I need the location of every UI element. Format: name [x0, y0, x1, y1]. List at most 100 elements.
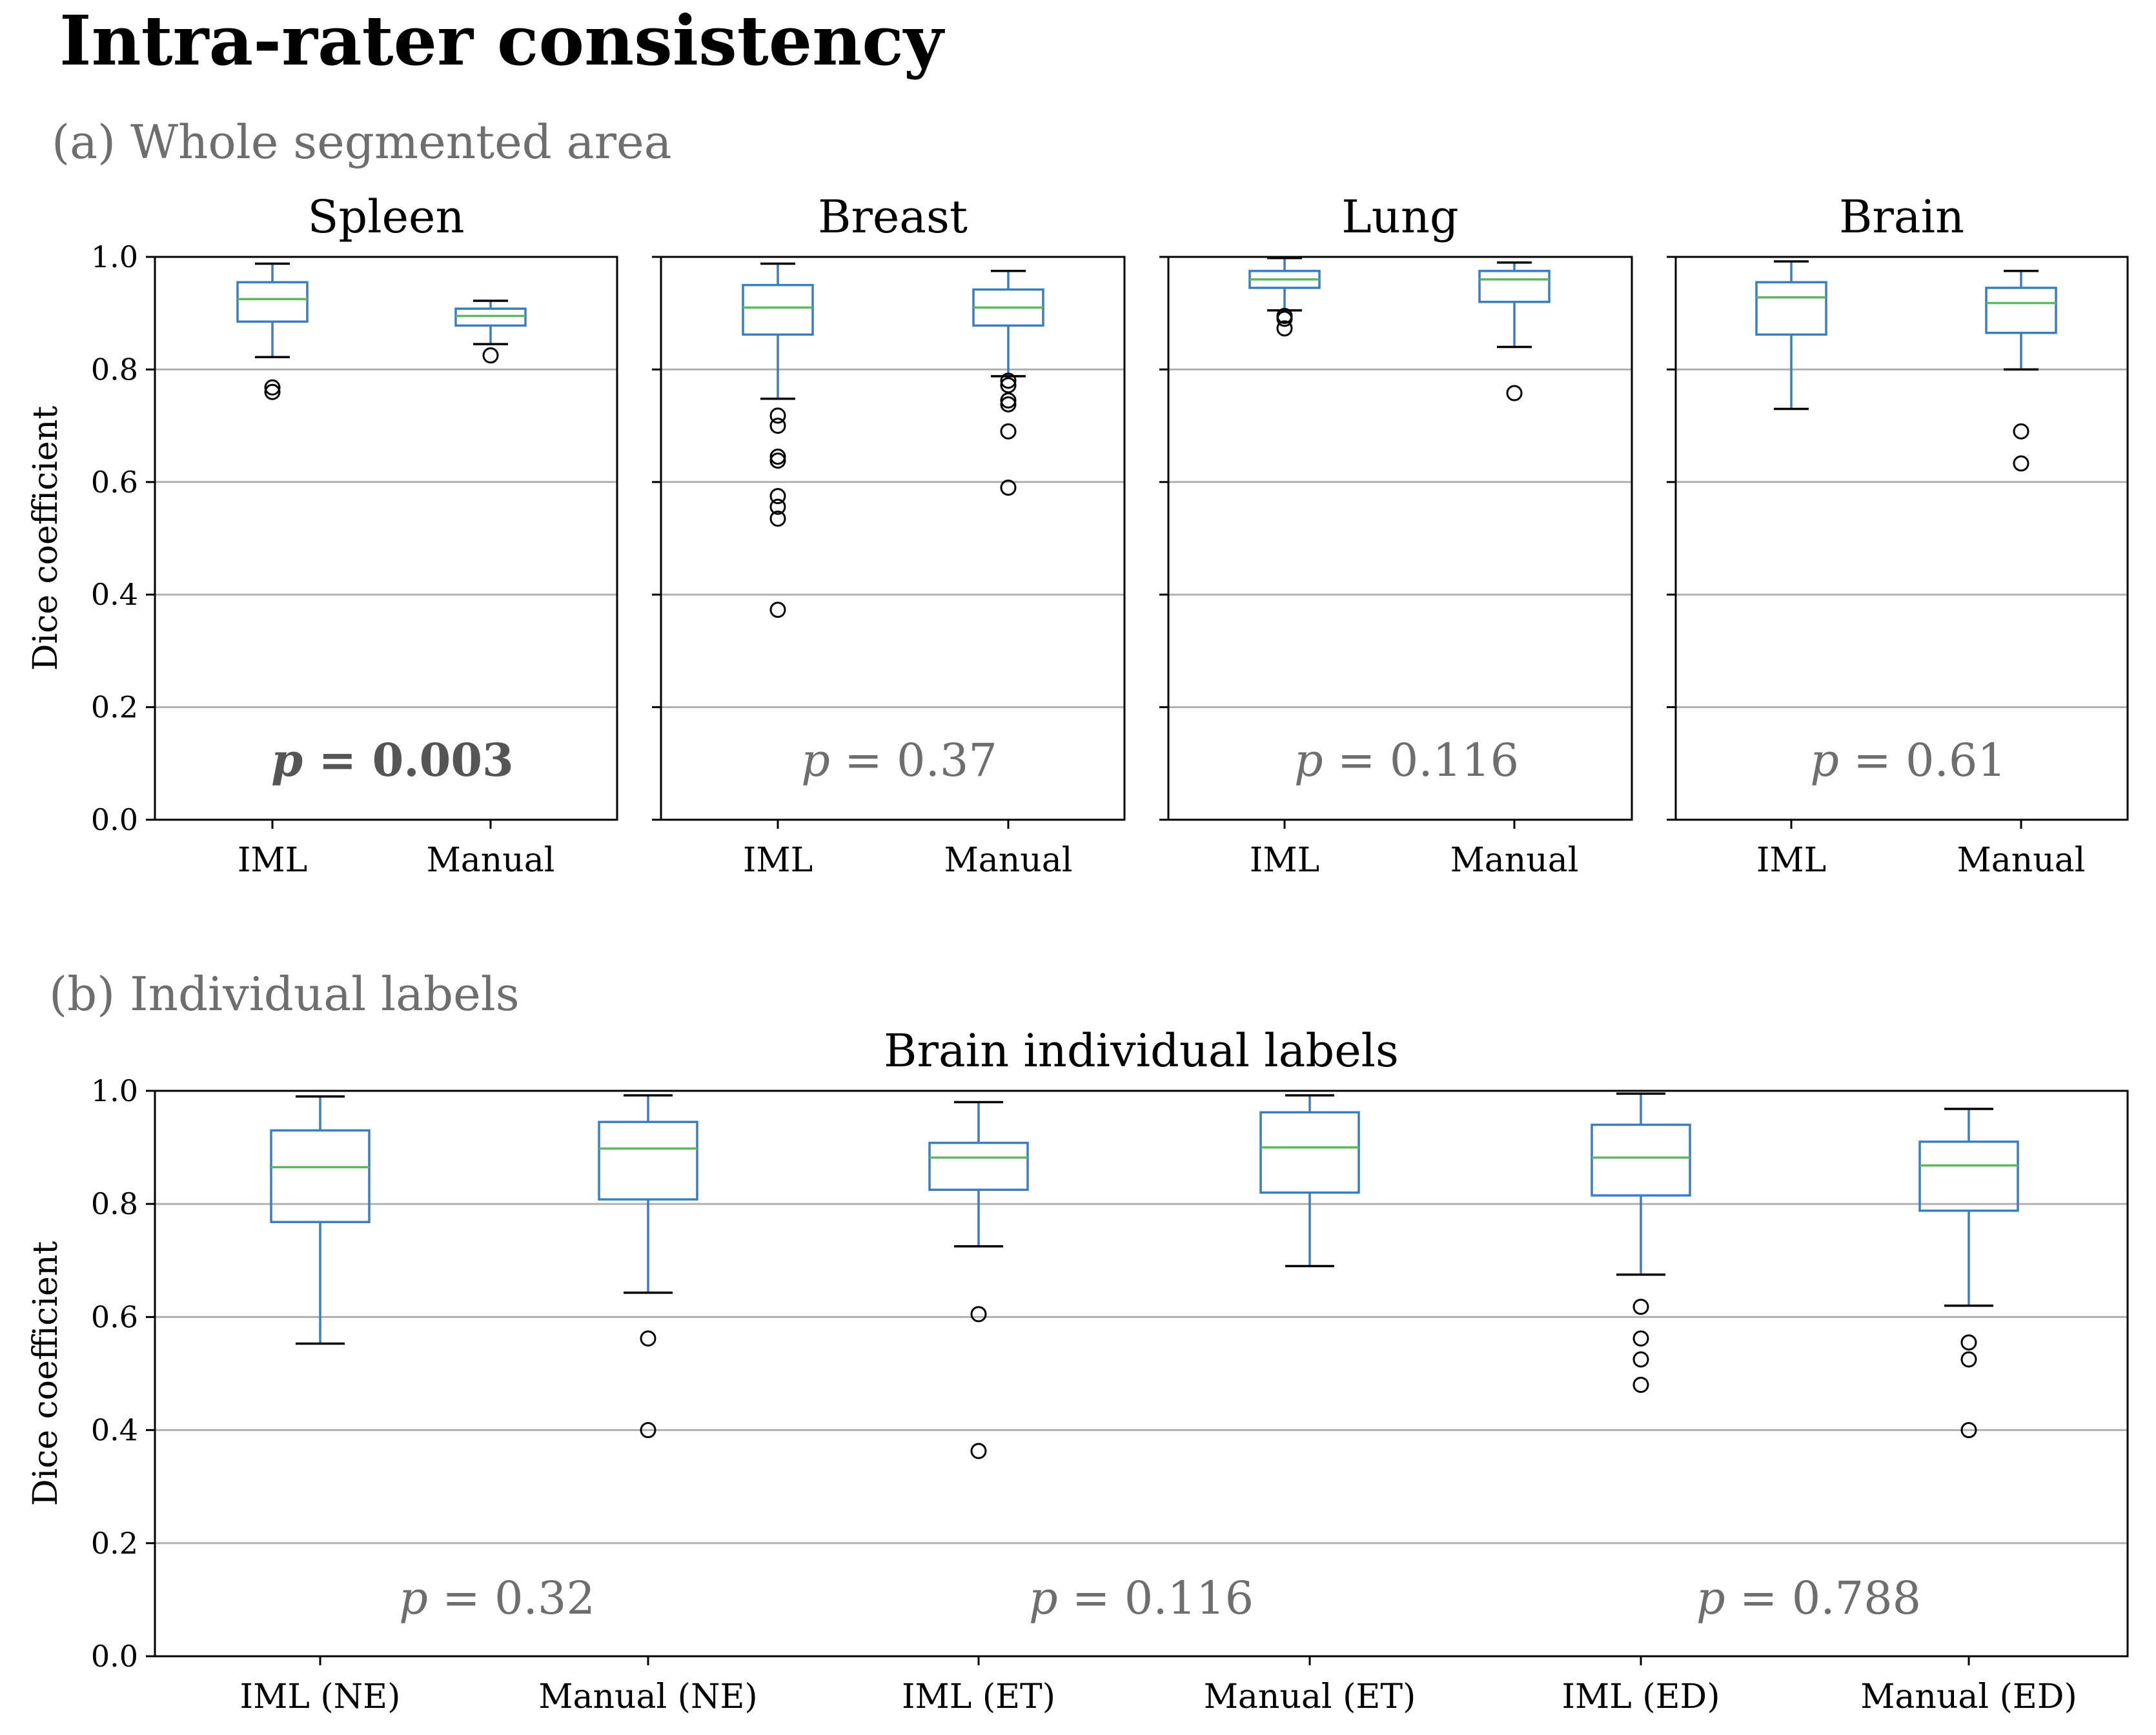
p-value: = 0.37 [830, 734, 997, 787]
x-tick-label: IML [1250, 841, 1319, 880]
box-1 [236, 262, 309, 400]
box-2 [598, 1094, 698, 1439]
iqr-box [742, 283, 814, 336]
outlier-point [1000, 372, 1017, 389]
y-tick-label: 1.0 [91, 239, 138, 274]
iqr-box [236, 281, 309, 323]
x-tick-label: IML (ET) [902, 1678, 1055, 1716]
p-value: = 0.116 [1323, 734, 1520, 787]
panel-title: Brain [1839, 190, 1964, 243]
outlier-point [264, 379, 281, 396]
y-tick-label: 1.0 [91, 1073, 138, 1108]
iqr-box [928, 1141, 1029, 1192]
p-symbol: p [1029, 1572, 1058, 1625]
outlier-point [1960, 1422, 1977, 1439]
p-value: = 0.003 [303, 733, 514, 787]
p-symbol: p [1696, 1572, 1725, 1625]
iqr-box [1918, 1141, 2019, 1212]
outlier-point [1276, 310, 1293, 327]
box-4 [1259, 1094, 1360, 1268]
outlier-point [1632, 1299, 1649, 1315]
box-1 [270, 1095, 371, 1345]
plot-frame [1167, 256, 1633, 821]
outlier-point [1506, 385, 1523, 401]
outlier-point [482, 347, 499, 364]
y-tick-label: 0.4 [91, 577, 138, 612]
panel-lung: Lung IML Manual p = 0.116 [1159, 190, 1633, 880]
p-symbol: p [271, 733, 303, 787]
box-5 [1591, 1092, 1691, 1394]
outlier-point [769, 602, 786, 618]
box-2 [1478, 261, 1551, 401]
panel-title: Brain individual labels [884, 1024, 1399, 1077]
panel-breast: Breast IML Manual p = 0.37 [652, 190, 1126, 880]
x-tick-label: Manual [1450, 841, 1579, 880]
p-symbol: p [1810, 734, 1839, 787]
y-tick-label: 0.4 [91, 1413, 138, 1448]
outlier-point [769, 498, 786, 515]
outlier-point [2013, 455, 2029, 472]
x-tick-label: IML [1756, 841, 1826, 880]
outlier-point [769, 488, 786, 505]
outlier-point [264, 383, 281, 400]
p-value-annotation: p = 0.788 [1696, 1572, 1921, 1625]
x-tick-label: Manual [944, 841, 1073, 880]
panel-brain-labels: 0.0 0.2 0.4 0.6 0.8 1.0 Dice coefficient Brain … [26, 1024, 2129, 1716]
x-tick-label: Manual (NE) [538, 1678, 757, 1716]
outlier-point [769, 407, 786, 424]
y-tick-label: 0.6 [91, 465, 138, 500]
plot-frame [660, 256, 1126, 821]
outlier-point [1960, 1334, 1977, 1351]
x-tick-label: IML (ED) [1561, 1678, 1720, 1716]
x-tick-label: IML [238, 841, 307, 880]
x-tick-label: Manual (ET) [1204, 1678, 1416, 1716]
panel-title: Breast [818, 190, 968, 243]
outlier-point [2013, 423, 2029, 440]
y-tick-label: 0.0 [91, 802, 138, 837]
outlier-point [640, 1422, 656, 1439]
iqr-box [598, 1121, 698, 1201]
box-1 [1248, 256, 1321, 337]
outlier-point [1276, 320, 1293, 337]
section-a-label: (a) Whole segmented area [52, 115, 672, 169]
iqr-box [1985, 287, 2057, 334]
iqr-box [1259, 1111, 1360, 1194]
p-value: = 0.116 [1058, 1572, 1254, 1625]
box-3 [928, 1101, 1029, 1459]
box-1 [1755, 260, 1827, 411]
box-6 [1918, 1108, 2019, 1439]
y-axis-label: Dice coefficient [26, 1241, 65, 1507]
y-tick-label: 0.2 [91, 1526, 138, 1561]
p-value-annotation: p = 0.32 [399, 1572, 595, 1625]
p-value: = 0.788 [1725, 1572, 1922, 1625]
outlier-point [640, 1330, 656, 1347]
outlier-point [1632, 1351, 1649, 1368]
panel-title: Spleen [307, 190, 464, 243]
box-1 [742, 262, 814, 618]
outlier-point [1000, 423, 1017, 440]
plot-frame [154, 1090, 2129, 1658]
iqr-box [270, 1129, 371, 1223]
panel-brain: Brain IML Manual p = 0.61 [1667, 190, 2129, 880]
iqr-box [1591, 1123, 1691, 1197]
panel-title: Lung [1341, 190, 1458, 243]
outlier-point [1960, 1351, 1977, 1368]
section-b-label: (b) Individual labels [49, 967, 520, 1021]
box-2 [454, 299, 527, 364]
outlier-point [769, 449, 786, 465]
iqr-box [1755, 281, 1827, 336]
x-tick-label: Manual [1957, 841, 2086, 880]
outlier-point [1000, 377, 1017, 394]
x-tick-label: Manual (ED) [1860, 1678, 2077, 1716]
iqr-box [1478, 270, 1551, 303]
box-2 [1985, 270, 2057, 472]
y-tick-label: 0.6 [91, 1299, 138, 1334]
box-2 [972, 270, 1044, 496]
y-tick-label: 0.2 [91, 690, 138, 725]
outlier-point [1632, 1330, 1649, 1347]
x-tick-label: IML (NE) [240, 1678, 401, 1716]
outlier-point [769, 452, 786, 469]
plot-frame [154, 256, 618, 821]
y-axis-label: Dice coefficient [26, 406, 65, 671]
